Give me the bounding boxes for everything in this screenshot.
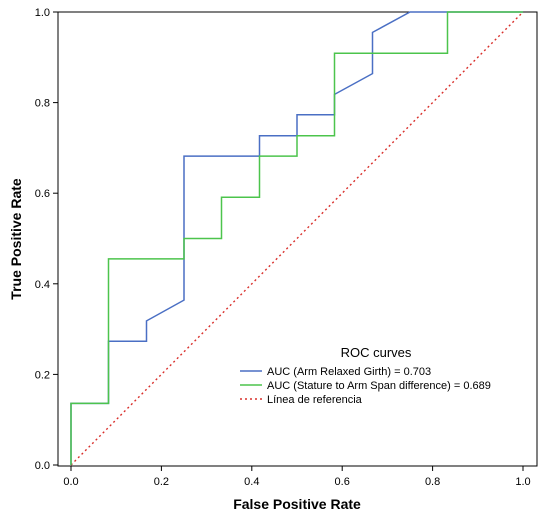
y-tick-label: 0.6 (35, 188, 50, 200)
y-tick-label: 0.0 (35, 460, 50, 472)
y-tick-label: 0.4 (35, 279, 50, 291)
legend: ROC curves AUC (Arm Relaxed Girth) = 0.7… (240, 345, 491, 406)
legend-label: AUC (Stature to Arm Span difference) = 0… (267, 380, 491, 392)
legend-title: ROC curves (341, 345, 412, 360)
legend-label: AUC (Arm Relaxed Girth) = 0.703 (267, 366, 431, 378)
y-tick-label: 0.8 (35, 98, 50, 110)
series-lines (70, 11, 524, 466)
x-tick-label: 0.8 (425, 476, 440, 488)
y-tick-label: 0.2 (35, 369, 50, 381)
legend-entries: AUC (Arm Relaxed Girth) = 0.703 AUC (Stat… (240, 366, 491, 406)
plot-frame (57, 11, 538, 467)
x-tick-label: 0.6 (335, 476, 350, 488)
x-tick-label: 0.4 (244, 476, 259, 488)
y-tick-label: 1.0 (35, 7, 50, 19)
series-line (70, 11, 523, 465)
x-tick-label: 1.0 (515, 476, 530, 488)
y-axis-title: True Positive Rate (8, 178, 24, 300)
x-tick-label: 0.2 (154, 476, 169, 488)
x-tick-label: 0.0 (63, 476, 78, 488)
x-axis-title: False Positive Rate (233, 496, 361, 512)
series-line (70, 11, 524, 466)
legend-label: Línea de referencia (267, 394, 363, 406)
axis-ticks: 0.0 0.2 0.4 0.6 0.8 1.0 0.0 0.2 0.4 0.6 0.8 1.0 (35, 7, 531, 488)
